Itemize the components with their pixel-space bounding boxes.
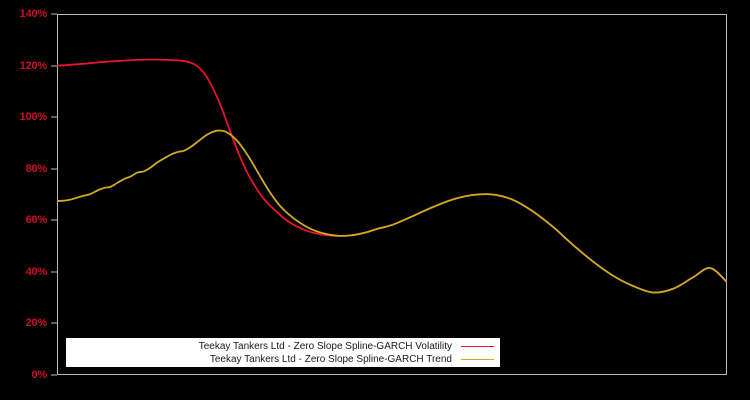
y-axis-tick-mark — [51, 65, 57, 67]
y-axis-tick-mark — [51, 322, 57, 324]
series-line-volatility — [57, 60, 727, 293]
y-axis-tick-label: 100% — [19, 111, 48, 124]
y-axis-tick-mark — [51, 13, 57, 15]
y-axis-tick-mark — [51, 116, 57, 118]
y-axis-tick-label: 60% — [25, 214, 48, 227]
legend-entry-label: Teekay Tankers Ltd - Zero Slope Spline-G… — [209, 353, 452, 365]
legend-color-swatch — [461, 358, 494, 360]
y-axis: 140% 120% 100% 80% 60% 40% 20% 0% — [0, 0, 57, 400]
series-line-trend — [57, 130, 727, 292]
y-axis-tick-label: 120% — [19, 59, 48, 72]
y-axis-tick-mark — [51, 168, 57, 170]
legend-entry[interactable]: Teekay Tankers Ltd - Zero Slope Spline-G… — [66, 340, 500, 353]
legend-entry-label: Teekay Tankers Ltd - Zero Slope Spline-G… — [198, 340, 452, 352]
y-axis-tick-label: 20% — [25, 317, 48, 330]
plot-lines — [57, 14, 727, 375]
legend-entry[interactable]: Teekay Tankers Ltd - Zero Slope Spline-G… — [66, 353, 500, 366]
y-axis-tick-mark — [51, 219, 57, 221]
y-axis-tick-mark — [51, 374, 57, 376]
y-axis-tick-label: 140% — [19, 8, 48, 20]
y-axis-tick-label: 40% — [25, 265, 48, 278]
plot-area-border — [57, 14, 727, 375]
y-axis-tick-mark — [51, 271, 57, 273]
y-axis-tick-label: 0% — [31, 369, 48, 381]
chart-legend: Teekay Tankers Ltd - Zero Slope Spline-G… — [66, 338, 500, 367]
y-axis-tick-label: 80% — [25, 162, 48, 175]
legend-color-swatch — [461, 345, 494, 347]
